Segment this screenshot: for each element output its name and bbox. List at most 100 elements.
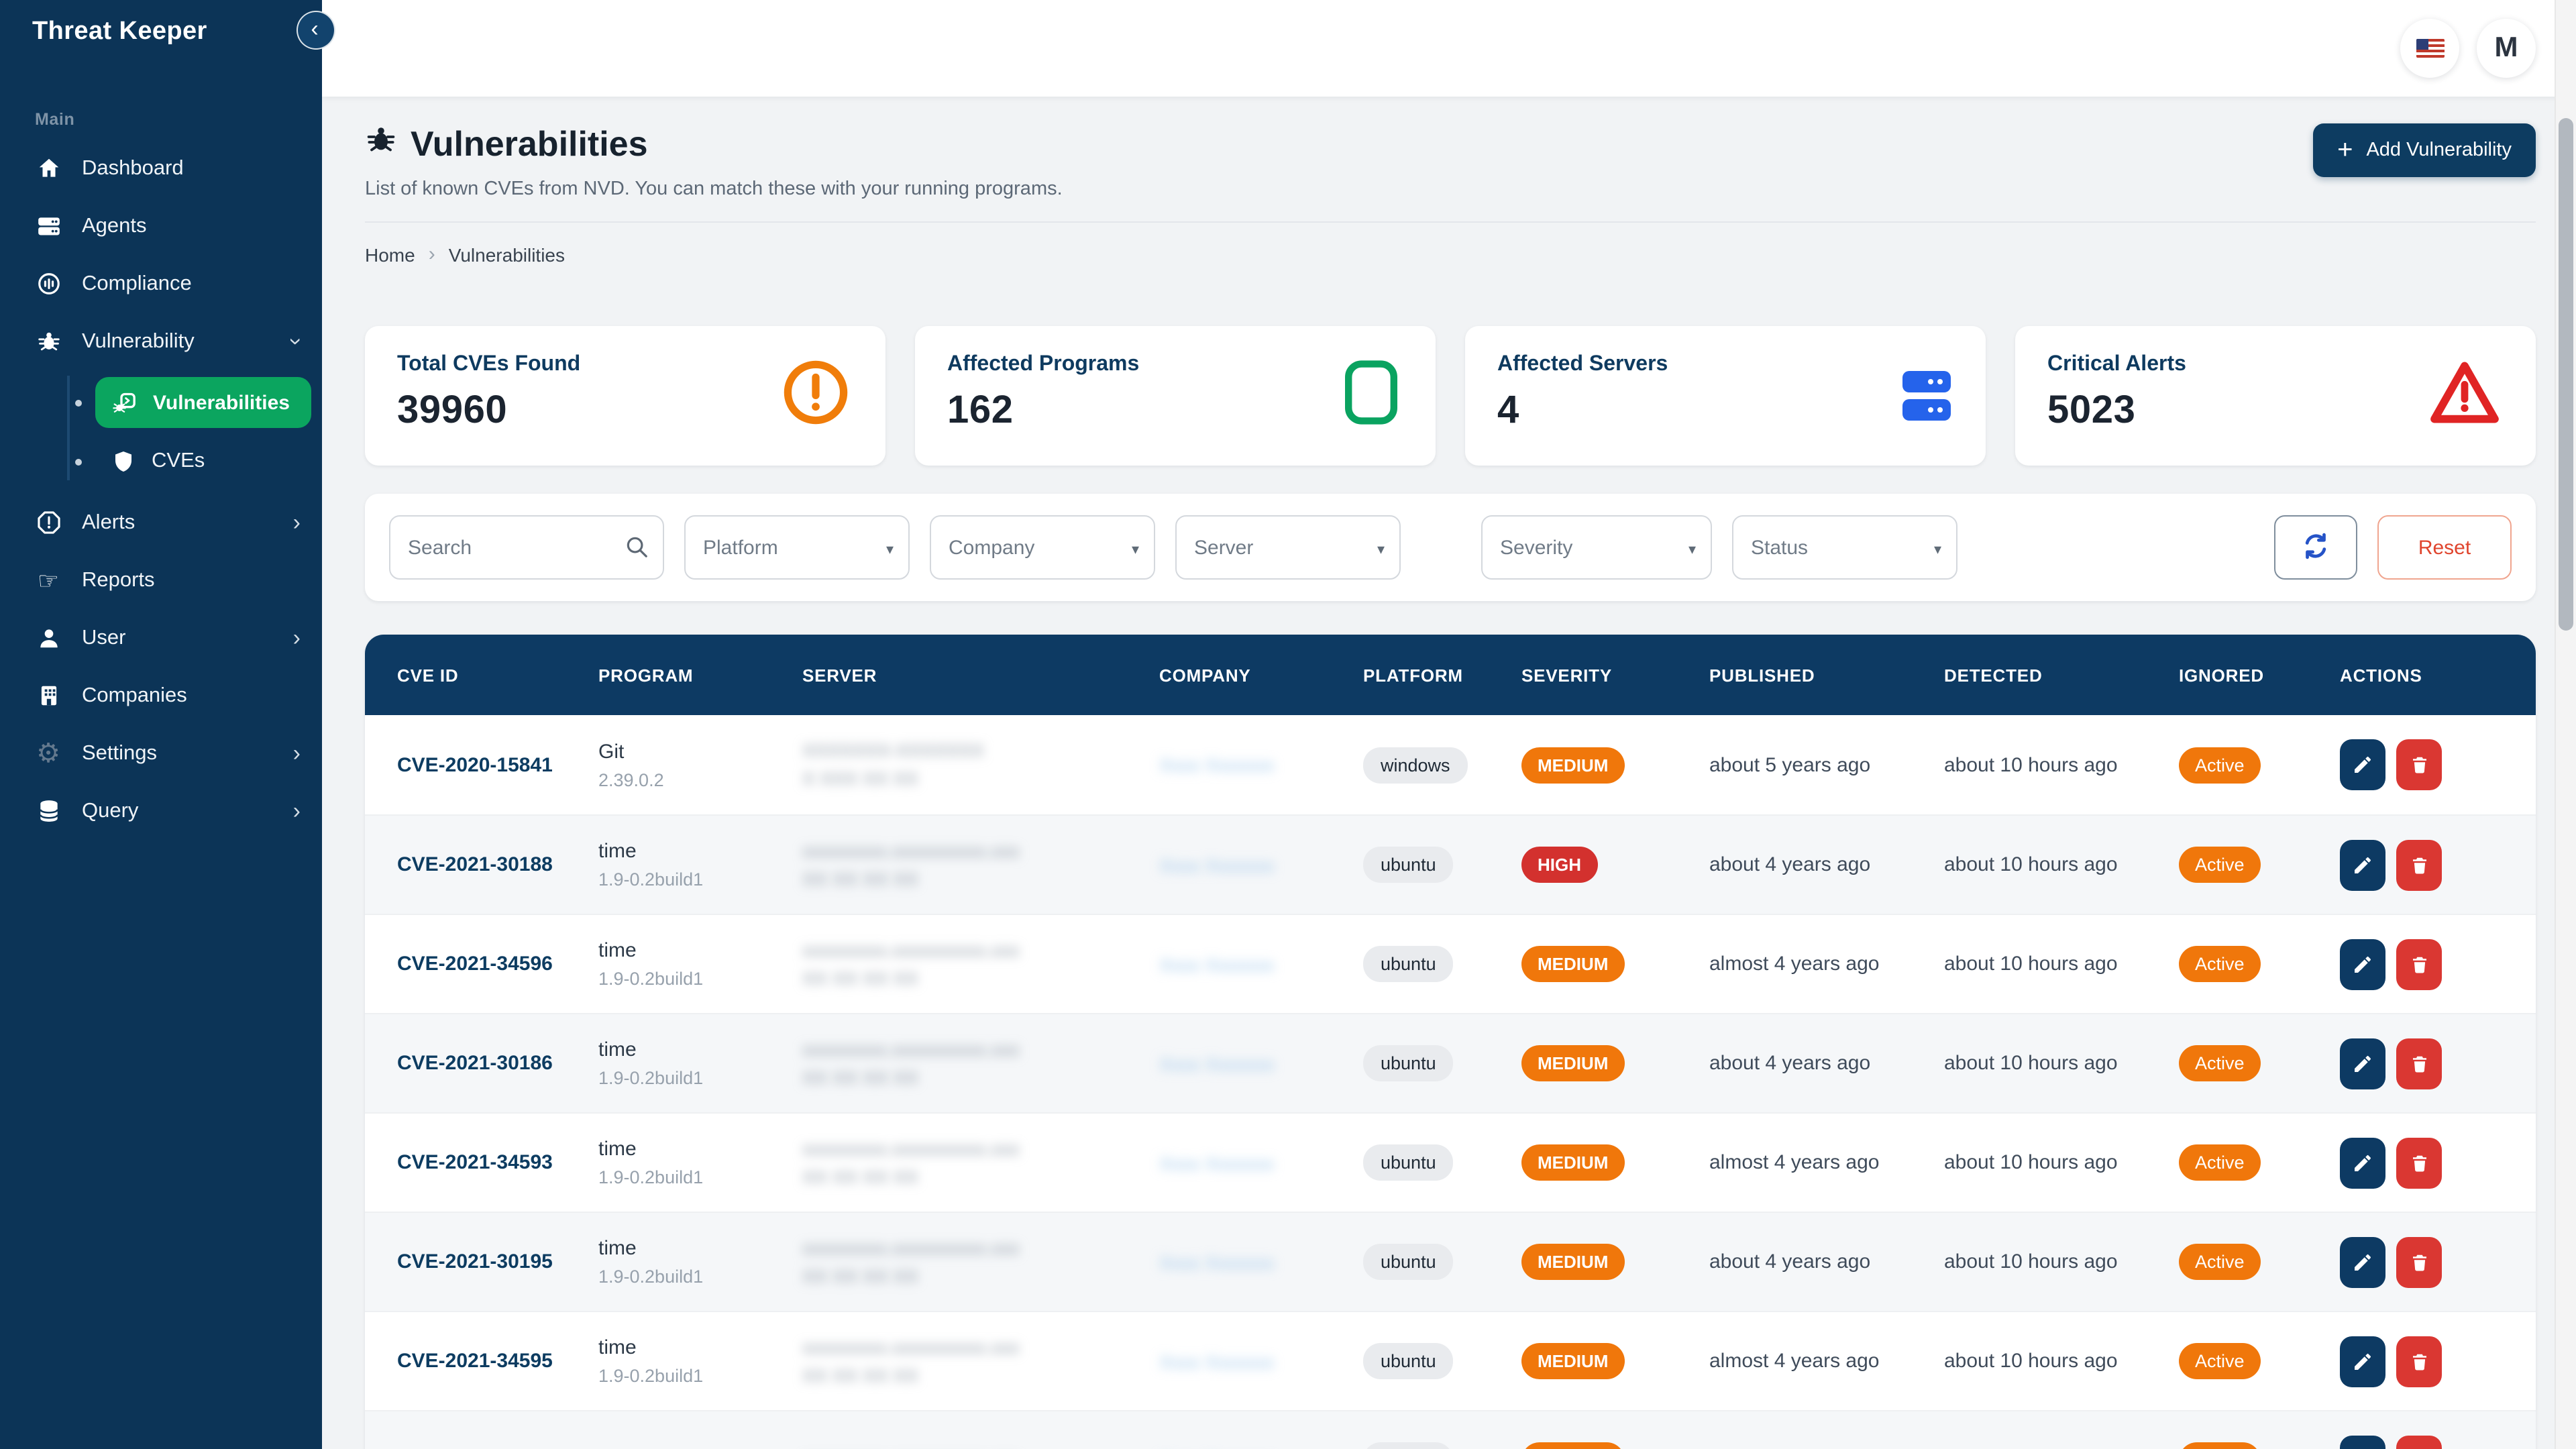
server-cell-redacted: xxxxxxxxx.xxxxxxxxxx.xxx XX XX XX XX xyxy=(802,1333,1159,1389)
program-version: 1.9-0.2build1 xyxy=(598,869,802,890)
bug-box-icon xyxy=(111,389,138,416)
company-link-redacted[interactable]: Xxxx Xxxxxxx xyxy=(1159,1053,1363,1074)
actions-cell xyxy=(2340,938,2504,989)
status-select[interactable]: Status ▾ xyxy=(1732,515,1957,580)
sidebar-item-reports[interactable]: ☞ Reports xyxy=(0,551,322,609)
ignored-badge: Active xyxy=(2179,1343,2261,1379)
edit-button[interactable] xyxy=(2340,739,2385,790)
add-vulnerability-label: Add Vulnerability xyxy=(2366,140,2512,161)
sidebar-item-agents[interactable]: Agents xyxy=(0,197,322,255)
bug-icon xyxy=(35,328,62,355)
header-divider xyxy=(365,221,2536,223)
sidebar-item-label: Alerts xyxy=(82,511,135,535)
stat-value: 162 xyxy=(947,389,1403,433)
language-flag-button[interactable] xyxy=(2400,19,2459,78)
server-name-redacted: xxxxxxxxx.xxxxxxxxxx.xxx xyxy=(802,1134,1159,1163)
sidebar-item-settings[interactable]: ⚙ Settings › xyxy=(0,724,322,782)
ignored-cell: Active xyxy=(2179,1144,2340,1181)
cve-id-link[interactable]: CVE-2020-15841 xyxy=(397,753,598,776)
severity-cell: MEDIUM xyxy=(1521,1343,1709,1379)
edit-button[interactable] xyxy=(2340,839,2385,890)
delete-button[interactable] xyxy=(2396,1336,2442,1387)
program-name: time xyxy=(598,1336,802,1359)
sidebar-item-query[interactable]: Query › xyxy=(0,782,322,840)
actions-cell xyxy=(2340,1038,2504,1089)
edit-button[interactable] xyxy=(2340,1336,2385,1387)
delete-button[interactable] xyxy=(2396,938,2442,989)
severity-select[interactable]: Severity ▾ xyxy=(1481,515,1712,580)
sidebar-item-label: Settings xyxy=(82,741,157,765)
edit-button[interactable] xyxy=(2340,1038,2385,1089)
ignored-badge: Active xyxy=(2179,1442,2261,1449)
breadcrumb-home[interactable]: Home xyxy=(365,244,415,265)
server-select[interactable]: Server ▾ xyxy=(1175,515,1401,580)
sidebar-item-dashboard[interactable]: Dashboard xyxy=(0,140,322,197)
company-link-redacted[interactable]: Xxxx Xxxxxxx xyxy=(1159,1350,1363,1372)
stat-card-total-cves: Total CVEs Found 39960 xyxy=(365,326,885,466)
delete-button[interactable] xyxy=(2396,739,2442,790)
vertical-scrollbar[interactable] xyxy=(2555,0,2576,1449)
cve-id-link[interactable]: CVE-2021-34593 xyxy=(397,1151,598,1174)
stat-value: 4 xyxy=(1497,389,1953,433)
severity-badge: MEDIUM xyxy=(1521,1442,1624,1449)
table-body: CVE-2020-15841 Git 2.39.0.2 XXXXXXX-XXXX… xyxy=(365,715,2536,1449)
sidebar-item-user[interactable]: User › xyxy=(0,609,322,667)
published-cell: about 4 years ago xyxy=(1709,1052,1944,1075)
delete-button[interactable] xyxy=(2396,1236,2442,1287)
page-title-row: Vulnerabilities xyxy=(365,123,1063,165)
ignored-cell: Active xyxy=(2179,1343,2340,1379)
company-link-redacted[interactable]: Xxxx Xxxxxxx xyxy=(1159,1251,1363,1273)
reset-button[interactable]: Reset xyxy=(2377,515,2512,580)
cve-id-link[interactable]: CVE-2021-34595 xyxy=(397,1350,598,1373)
company-link-redacted[interactable]: Xxxx Xxxxxxx xyxy=(1159,754,1363,775)
user-avatar[interactable]: M xyxy=(2477,19,2536,78)
sidebar-item-vulnerability[interactable]: Vulnerability › xyxy=(0,313,322,370)
cve-id-link[interactable]: CVE-2021-30195 xyxy=(397,1250,598,1273)
delete-button[interactable] xyxy=(2396,1038,2442,1089)
status-select-value: Status xyxy=(1751,536,1808,559)
search-input[interactable] xyxy=(389,515,664,580)
company-select[interactable]: Company ▾ xyxy=(930,515,1155,580)
col-platform: PLATFORM xyxy=(1363,665,1521,685)
compliance-icon xyxy=(35,270,62,297)
sidebar-item-compliance[interactable]: Compliance xyxy=(0,255,322,313)
chevron-down-icon: › xyxy=(285,337,308,345)
add-vulnerability-button[interactable]: + Add Vulnerability xyxy=(2313,123,2536,177)
company-link-redacted[interactable]: Xxxx Xxxxxxx xyxy=(1159,953,1363,975)
cve-id-link[interactable]: CVE-2021-30186 xyxy=(397,1052,598,1075)
company-link-redacted[interactable]: Xxxx Xxxxxxx xyxy=(1159,854,1363,875)
scrollbar-thumb[interactable] xyxy=(2559,118,2573,631)
sidebar-item-vulnerabilities[interactable]: Vulnerabilities xyxy=(95,377,311,428)
severity-select-value: Severity xyxy=(1500,536,1572,559)
server-cell-redacted: xxxxxxxxx.xxxxxxxxxx.xxx XX XX XX XX xyxy=(802,837,1159,893)
edit-button[interactable] xyxy=(2340,1435,2385,1449)
actions-cell xyxy=(2340,1236,2504,1287)
edit-button[interactable] xyxy=(2340,938,2385,989)
program-name: time xyxy=(598,1237,802,1260)
cve-id-link[interactable]: CVE-2021-30188 xyxy=(397,853,598,876)
delete-button[interactable] xyxy=(2396,1435,2442,1449)
platform-select[interactable]: Platform ▾ xyxy=(684,515,910,580)
sidebar-item-companies[interactable]: Companies xyxy=(0,667,322,724)
avatar-initial: M xyxy=(2495,32,2518,64)
edit-button[interactable] xyxy=(2340,1236,2385,1287)
table-row: CVE-2021-30195 time 1.9-0.2build1 xxxxxx… xyxy=(365,1212,2536,1311)
pointer-icon: ☞ xyxy=(35,567,62,594)
sidebar-item-cves[interactable]: CVEs xyxy=(111,449,205,474)
server-ip-redacted: XX XX XX XX xyxy=(802,964,1159,992)
cve-id-link[interactable]: CVE-2021-34596 xyxy=(397,953,598,975)
detected-cell: about 10 hours ago xyxy=(1944,1151,2179,1174)
sidebar-item-alerts[interactable]: Alerts › xyxy=(0,494,322,551)
delete-button[interactable] xyxy=(2396,1137,2442,1188)
severity-cell: MEDIUM xyxy=(1521,1144,1709,1181)
col-detected: DETECTED xyxy=(1944,665,2179,685)
caret-down-icon: ▾ xyxy=(1132,541,1139,558)
edit-button[interactable] xyxy=(2340,1137,2385,1188)
sidebar-collapse-button[interactable]: ‹ xyxy=(297,11,335,50)
refresh-button[interactable] xyxy=(2274,515,2357,580)
delete-button[interactable] xyxy=(2396,839,2442,890)
server-stack-icon xyxy=(1902,371,1951,421)
company-link-redacted[interactable]: Xxxx Xxxxxxx xyxy=(1159,1152,1363,1173)
building-icon xyxy=(35,682,62,709)
platform-chip: ubuntu xyxy=(1363,946,1454,982)
